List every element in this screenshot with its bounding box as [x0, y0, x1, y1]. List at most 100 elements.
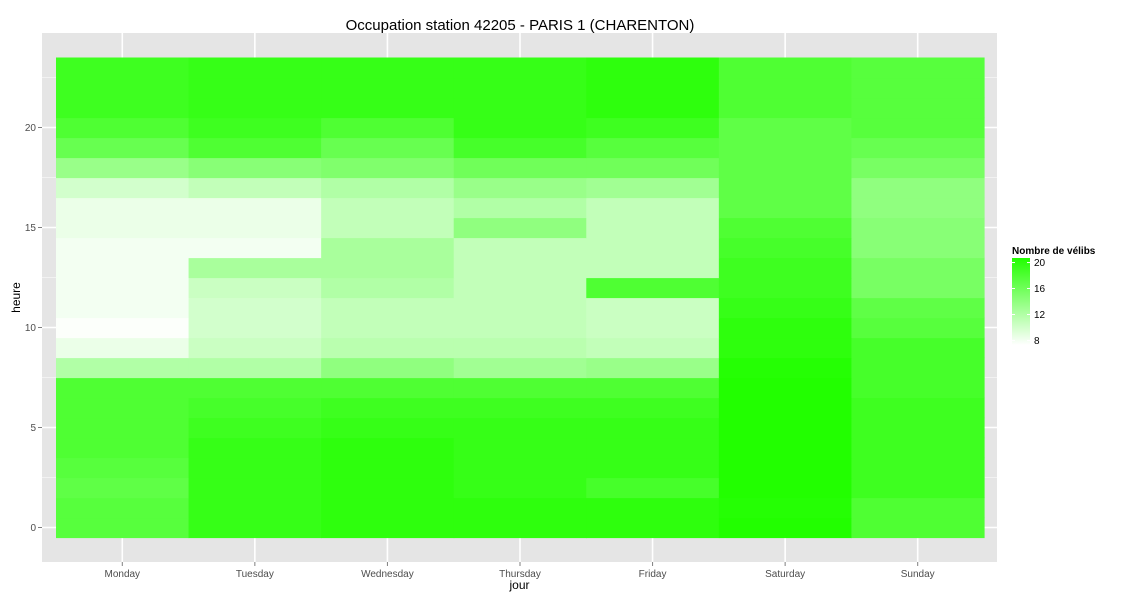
heatmap-cell	[851, 417, 985, 439]
heatmap-cell	[718, 57, 853, 79]
heatmap-cell	[56, 477, 190, 499]
heatmap-cell	[188, 517, 322, 539]
heatmap-cell	[188, 137, 322, 159]
y-axis: 0 5 10 15 20	[25, 123, 42, 534]
heatmap-cell	[453, 97, 587, 119]
x-axis: Monday Tuesday Wednesday Thursday Friday Satu…	[104, 562, 935, 580]
y-tick-label: 5	[30, 423, 36, 434]
heatmap-cell	[321, 257, 455, 279]
legend-tick-label: 20	[1034, 258, 1046, 269]
heatmap-cell	[56, 77, 190, 99]
heatmap-cell	[453, 357, 587, 379]
y-tick-label: 0	[30, 523, 36, 534]
heatmap-cell	[586, 137, 720, 159]
heatmap-cell	[586, 157, 720, 179]
x-axis-title: jour	[508, 578, 529, 592]
heatmap-cell	[851, 397, 985, 419]
heatmap-cell	[56, 57, 190, 79]
heatmap-cell	[586, 117, 720, 139]
x-tick-label: Monday	[104, 569, 140, 580]
heatmap-cell	[188, 297, 322, 319]
heatmap-cell	[321, 237, 455, 259]
heatmap-cell	[56, 177, 190, 199]
heatmap-cell	[56, 497, 190, 519]
heatmap-cell	[321, 137, 455, 159]
heatmap-cell	[453, 397, 587, 419]
heatmap-cell	[453, 237, 587, 259]
heatmap-cell	[321, 97, 455, 119]
heatmap-cell	[586, 357, 720, 379]
heatmap-cell	[586, 377, 720, 399]
heatmap-cell	[586, 397, 720, 419]
heatmap-cell	[851, 157, 985, 179]
heatmap-cell	[56, 157, 190, 179]
heatmap-cell	[453, 197, 587, 219]
heatmap-cell	[188, 177, 322, 199]
heatmap-cell	[586, 297, 720, 319]
heatmap-cell	[586, 417, 720, 439]
legend: Nombre de vélibs 8 12 16 20	[1012, 246, 1096, 347]
heatmap-cell	[851, 237, 985, 259]
heatmap-cell	[851, 197, 985, 219]
heatmap-cell	[851, 137, 985, 159]
heatmap-cell	[586, 257, 720, 279]
heatmap-cell	[586, 437, 720, 459]
x-tick-label: Tuesday	[236, 569, 274, 580]
heatmap-cell	[453, 497, 587, 519]
heatmap-cell	[586, 177, 720, 199]
heatmap-cell	[453, 437, 587, 459]
heatmap-cell	[851, 337, 985, 359]
heatmap-cell	[586, 197, 720, 219]
heatmap-cell	[718, 257, 853, 279]
heatmap-cell	[851, 77, 985, 99]
heatmap-cell	[851, 357, 985, 379]
heatmap-cell	[718, 377, 853, 399]
heatmap-cell	[56, 137, 190, 159]
heatmap-cell	[453, 417, 587, 439]
heatmap-cell	[321, 277, 455, 299]
heatmap-cell	[188, 157, 322, 179]
heatmap-cell	[188, 77, 322, 99]
heatmap-cell	[188, 97, 322, 119]
heatmap-cell	[188, 237, 322, 259]
heatmap-cell	[453, 297, 587, 319]
heatmap-cell	[188, 397, 322, 419]
y-tick-label: 15	[25, 223, 37, 234]
heatmap-cell	[56, 277, 190, 299]
legend-tick-label: 8	[1034, 336, 1040, 347]
heatmap-cell	[188, 317, 322, 339]
heatmap-cell	[453, 317, 587, 339]
heatmap-cell	[586, 97, 720, 119]
x-tick-label: Thursday	[499, 569, 541, 580]
x-tick-label: Wednesday	[361, 569, 414, 580]
heatmap-cell	[188, 117, 322, 139]
heatmap-cell	[851, 117, 985, 139]
heatmap-cell	[321, 77, 455, 99]
heatmap-cell	[718, 97, 853, 119]
y-tick-label: 20	[25, 123, 37, 134]
heatmap-cell	[321, 297, 455, 319]
heatmap-cell	[321, 337, 455, 359]
heatmap-cell	[56, 317, 190, 339]
heatmap-cell	[453, 337, 587, 359]
heatmap-cell	[321, 177, 455, 199]
heatmap-cell	[718, 457, 853, 479]
heatmap-cell	[453, 457, 587, 479]
heatmap-cell	[453, 57, 587, 79]
heatmap-cell	[851, 457, 985, 479]
heatmap-cell	[56, 97, 190, 119]
heatmap-cell	[321, 57, 455, 79]
heatmap-cell	[718, 177, 853, 199]
heatmap-cell	[718, 517, 853, 539]
heatmap-cell	[453, 257, 587, 279]
heatmap-cell	[188, 57, 322, 79]
heatmap-cell	[851, 377, 985, 399]
heatmap-cell	[718, 297, 853, 319]
heatmap-cell	[453, 157, 587, 179]
heatmap-cell	[321, 497, 455, 519]
heatmap-cell	[188, 437, 322, 459]
heatmap-cell	[586, 217, 720, 239]
heatmap-cell	[718, 337, 853, 359]
heatmap-cell	[188, 277, 322, 299]
